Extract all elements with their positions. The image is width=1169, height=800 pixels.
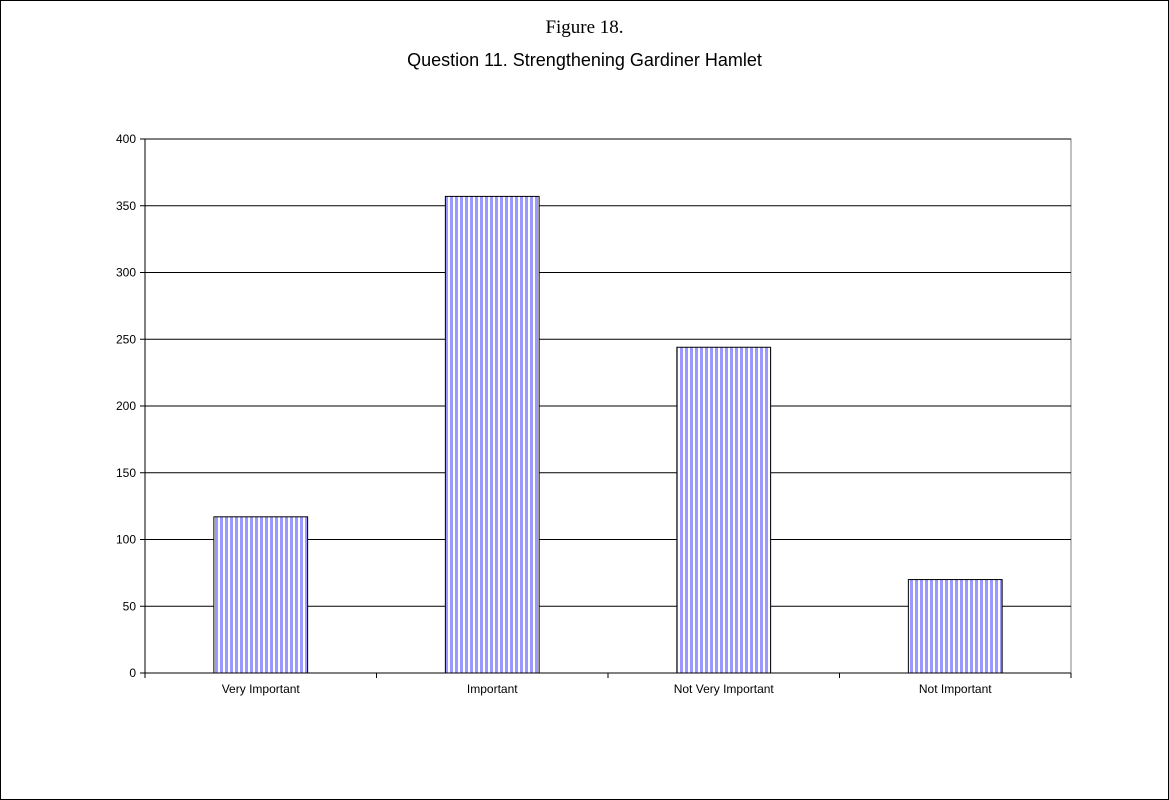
bar (907, 579, 1003, 674)
x-tick-label: Very Important (222, 682, 301, 696)
y-tick-label: 300 (116, 266, 136, 280)
x-tick-label: Important (467, 682, 518, 696)
plot-area: 0 50 100 150 200 250 300 350 400 Very Important Im… (116, 132, 1072, 696)
bar (444, 195, 540, 674)
y-tick-label: 150 (116, 466, 136, 480)
y-tick-label: 100 (116, 533, 136, 547)
y-tick-label: 350 (116, 199, 136, 213)
figure-label: Figure 18. (545, 17, 624, 38)
y-tick-label: 0 (129, 666, 136, 680)
y-tick-label: 400 (116, 132, 136, 146)
chart-title: Question 11. Strengthening Gardiner Haml… (407, 50, 762, 70)
y-tick-label: 50 (123, 599, 137, 613)
x-tick-label: Not Important (919, 682, 992, 696)
y-tick-label: 200 (116, 399, 136, 413)
bar (676, 346, 772, 674)
bar (213, 516, 309, 674)
x-tick-label: Not Very Important (674, 682, 775, 696)
y-tick-label: 250 (116, 332, 136, 346)
